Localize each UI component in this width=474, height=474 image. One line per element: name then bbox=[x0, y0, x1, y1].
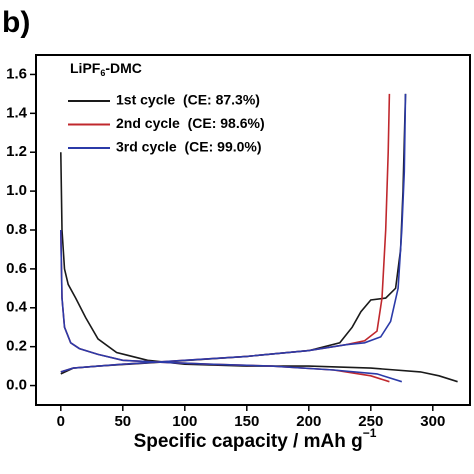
series-line bbox=[60, 93, 391, 383]
x-tick-label: 100 bbox=[172, 413, 197, 430]
y-tick-label: 0.0 bbox=[6, 377, 27, 394]
plot-frame bbox=[35, 54, 471, 406]
x-tick-label: 250 bbox=[358, 413, 383, 430]
y-tick-label: 1.2 bbox=[6, 143, 27, 160]
x-tick-label: 50 bbox=[114, 413, 131, 430]
y-tick-label: 1.4 bbox=[6, 104, 28, 121]
x-tick-label: 0 bbox=[57, 413, 65, 430]
legend-label: 3rd cycle (CE: 99.0%) bbox=[116, 139, 262, 155]
legend-label: 2nd cycle (CE: 98.6%) bbox=[116, 115, 265, 131]
y-tick-label: 0.4 bbox=[6, 299, 28, 316]
legend-title: LiPF6-DMC bbox=[70, 60, 142, 79]
x-tick-label: 200 bbox=[296, 413, 321, 430]
legend-title-suffix: -DMC bbox=[105, 60, 142, 76]
series-line bbox=[60, 93, 407, 383]
x-axis-label-text: Specific capacity / mAh g bbox=[134, 431, 363, 452]
y-tick-label: 0.6 bbox=[6, 260, 27, 277]
x-axis-label: Specific capacity / mAh g−1 bbox=[134, 426, 377, 452]
y-tick-label: 1.6 bbox=[6, 65, 27, 82]
legend-title-text: LiPF bbox=[70, 60, 101, 76]
y-tick-label: 0.2 bbox=[6, 338, 27, 355]
y-tick-label: 0.8 bbox=[6, 221, 27, 238]
series-line bbox=[60, 93, 458, 383]
y-tick-label: 1.0 bbox=[6, 182, 27, 199]
legend-title-subscript: 6 bbox=[100, 68, 105, 78]
x-tick-label: 300 bbox=[420, 413, 445, 430]
x-axis-label-superscript: −1 bbox=[363, 426, 377, 440]
panel-label: b) bbox=[2, 6, 30, 39]
legend-label: 1st cycle (CE: 87.3%) bbox=[116, 92, 260, 108]
x-tick-label: 150 bbox=[234, 413, 259, 430]
